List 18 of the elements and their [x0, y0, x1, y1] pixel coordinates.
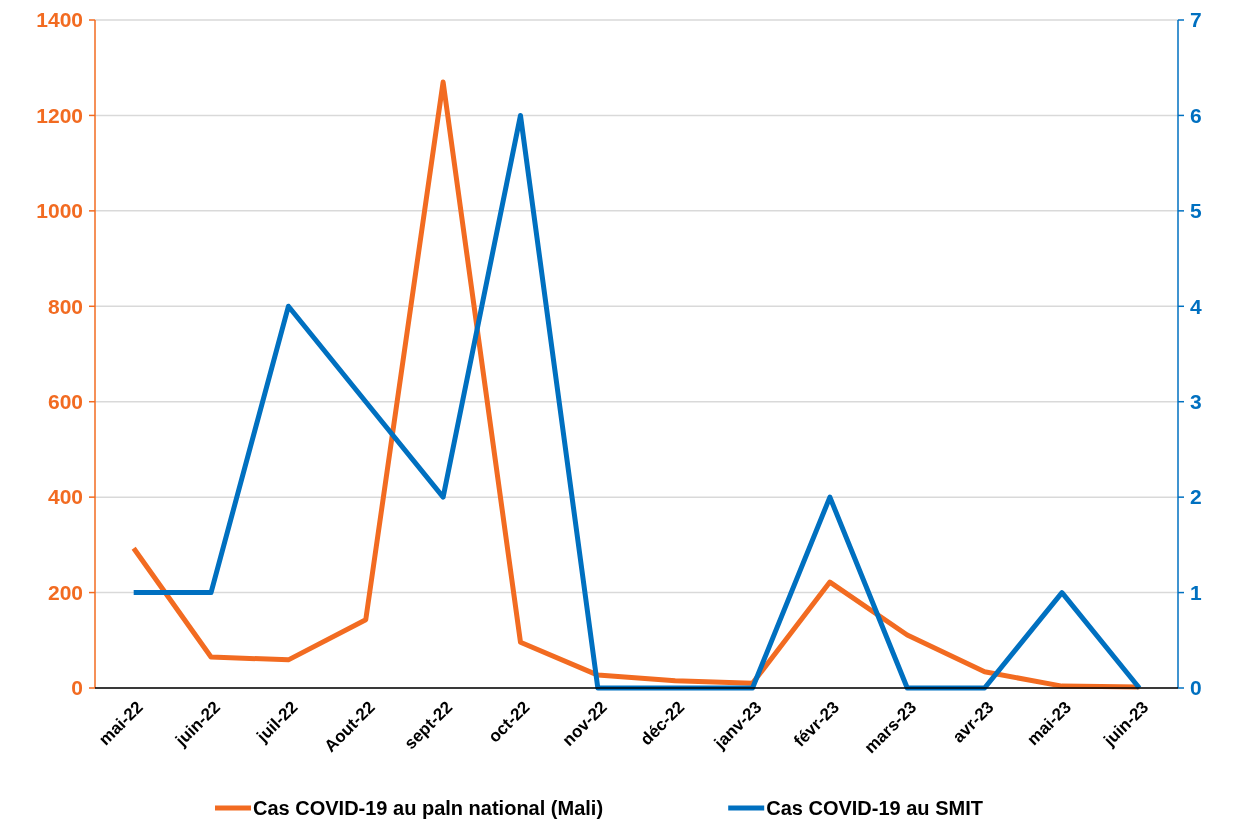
y-tick-label: 1200	[36, 103, 83, 127]
y-tick-label: 1400	[36, 8, 83, 32]
y-tick-label: 800	[47, 294, 83, 318]
y-tick-label: 200	[47, 580, 83, 604]
y2-tick-label: 6	[1190, 103, 1202, 127]
y2-tick-label: 3	[1190, 390, 1202, 414]
y2-tick-label: 2	[1190, 485, 1202, 509]
legend-label: Cas COVID-19 au paln national (Mali)	[253, 797, 604, 819]
legend-label: Cas COVID-19 au SMIT	[766, 797, 983, 819]
y2-tick-label: 5	[1190, 199, 1202, 223]
y2-tick-label: 7	[1190, 8, 1202, 32]
y2-tick-label: 0	[1190, 676, 1202, 700]
y-tick-label: 1000	[36, 199, 83, 223]
y2-tick-label: 1	[1190, 580, 1202, 604]
y-tick-label: 600	[47, 390, 83, 414]
y-tick-label: 400	[47, 485, 83, 509]
y2-tick-label: 4	[1190, 294, 1202, 318]
y-tick-label: 0	[71, 676, 83, 700]
